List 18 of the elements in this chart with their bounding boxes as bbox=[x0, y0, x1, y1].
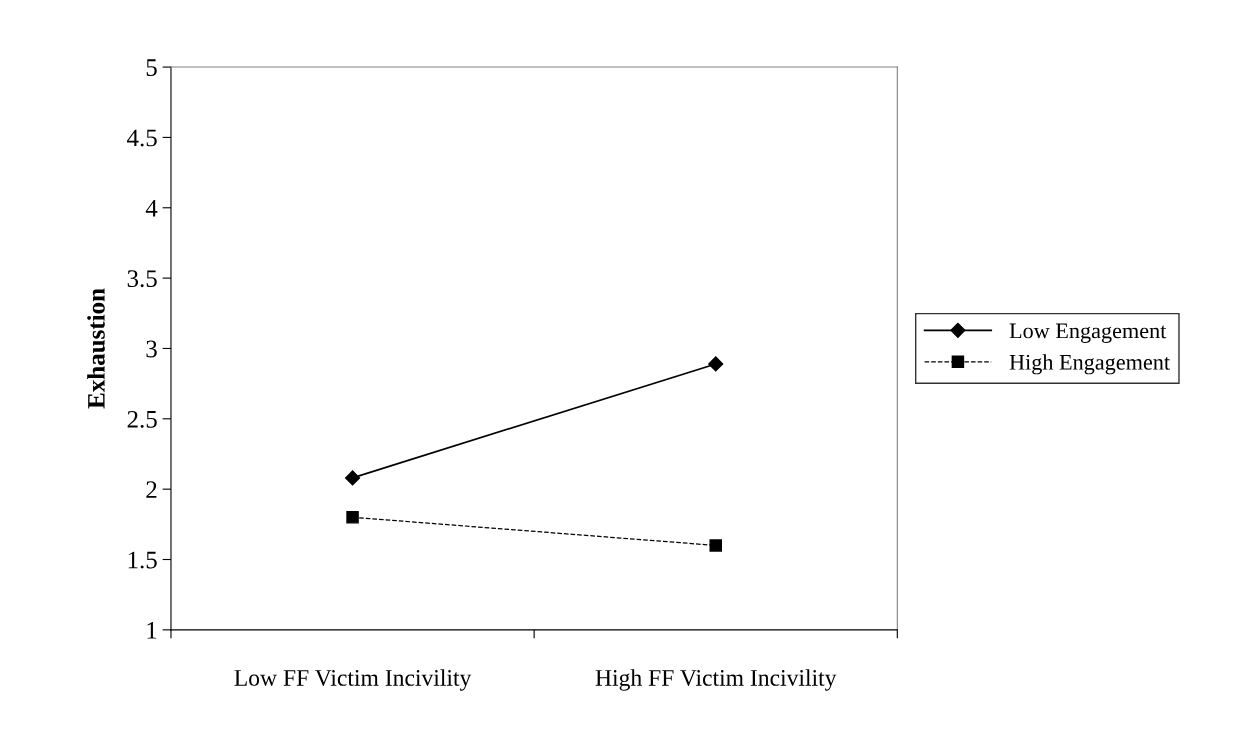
y-tick-label: 4 bbox=[145, 199, 158, 217]
y-tick-label: 1.5 bbox=[128, 551, 157, 569]
legend-label: Low Engagement bbox=[1009, 323, 1167, 343]
y-tick-label: 3 bbox=[146, 340, 157, 358]
y-tick-label: 5 bbox=[146, 59, 157, 76]
y-axis-title: Exhaustion bbox=[87, 288, 105, 409]
y-tick-label: 3.5 bbox=[127, 270, 157, 288]
point bbox=[346, 511, 359, 524]
legend-label: High Engagement bbox=[1009, 354, 1170, 375]
y-tick-label: 4.5 bbox=[127, 129, 157, 147]
x-tick-label: High FF Victim Incivility bbox=[595, 669, 837, 691]
y-tick-label: 1 bbox=[147, 622, 157, 639]
y-tick-label: 2 bbox=[146, 481, 157, 498]
x-tick-label: Low FF Victim Incivility bbox=[234, 669, 472, 691]
y-tick-label: 2.5 bbox=[127, 410, 157, 428]
point bbox=[708, 356, 724, 372]
point bbox=[709, 539, 722, 552]
point bbox=[344, 470, 361, 486]
